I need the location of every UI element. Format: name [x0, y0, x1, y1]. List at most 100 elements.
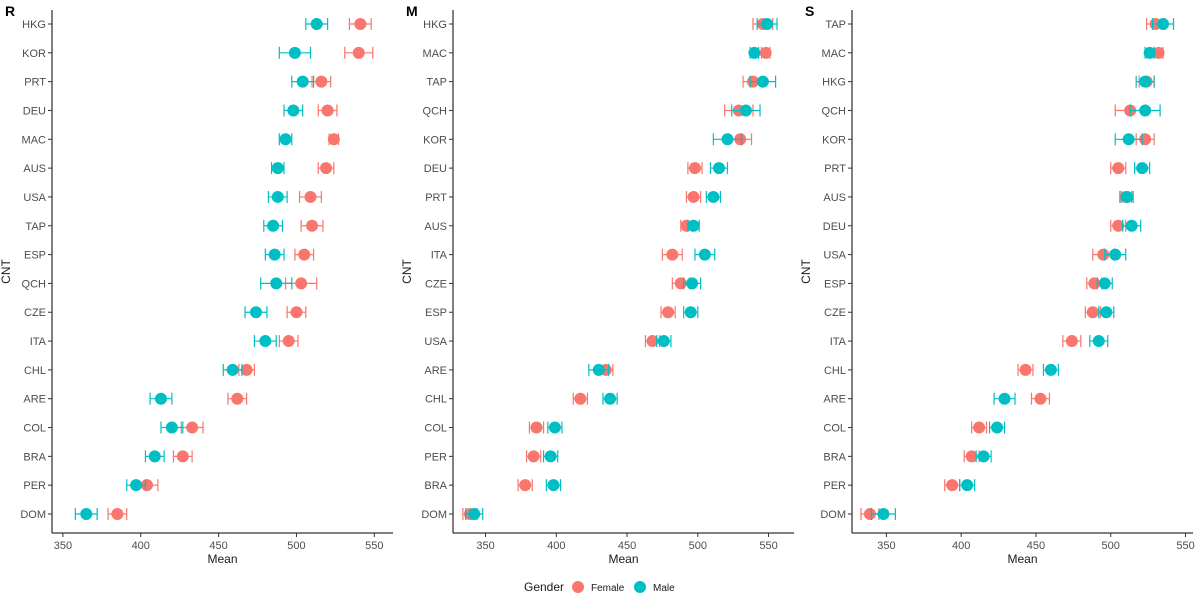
panel-r-male-point-are	[154, 392, 167, 405]
panel-s-x-tick-label: 550	[1176, 540, 1194, 552]
panel-s-male-point-aus	[1121, 190, 1134, 203]
panel-m-y-tick-label: DEU	[424, 163, 447, 175]
panel-r-female-point-cze	[290, 306, 303, 319]
panel-m-y-tick-label: ESP	[425, 307, 447, 319]
panel-s-male-point-col	[991, 421, 1004, 434]
panel-s-female-point-prt	[1112, 162, 1125, 175]
panel-r-x-tick-label: 550	[365, 540, 383, 552]
panel-r-female-point-per	[140, 479, 153, 492]
panel-s-male-point-ita	[1092, 335, 1105, 348]
panel-m-male-point-are	[592, 363, 605, 376]
panel-s-x-tick-label: 450	[1027, 540, 1045, 552]
panel-m-y-tick-label: AUS	[424, 221, 447, 233]
panel-s-female-point-chl	[1019, 363, 1032, 376]
panel-r-female-point-chl	[240, 363, 253, 376]
panel-s-male-point-prt	[1136, 162, 1149, 175]
panel-r-y-tick-label: QCH	[22, 278, 47, 290]
panel-s-female-point-col	[973, 421, 986, 434]
panel-s-female-point-deu	[1112, 219, 1125, 232]
panel-m-male-point-mac	[748, 46, 761, 59]
panel-m-x-tick-label: 550	[759, 540, 777, 552]
panel-m-y-tick-label: QCH	[423, 105, 448, 117]
legend-title: Gender	[524, 580, 564, 594]
panel-s-male-point-chl	[1044, 363, 1057, 376]
panel-s-x-axis-title: Mean	[1007, 552, 1037, 566]
panel-s-y-tick-label: ITA	[830, 336, 847, 348]
panel-m-x-tick-label: 350	[476, 540, 494, 552]
panel-s-female-point-mac	[1152, 46, 1165, 59]
panel-r-male-point-kor	[288, 46, 301, 59]
panel-r-female-point-esp	[298, 248, 311, 261]
panel-m-male-point-aus	[687, 219, 700, 232]
panel-m-male-point-qch	[739, 104, 752, 117]
panel-s-y-tick-label: HKG	[822, 77, 846, 89]
panel-s-female-point-are	[1034, 392, 1047, 405]
panel-r-group: R 350 400 450 500 550 HKG KOR PRT DEU MAC AUS USA TAP…	[0, 3, 393, 566]
panel-m-y-tick-label: PER	[424, 451, 447, 463]
panel-s-male-point-are	[998, 392, 1011, 405]
legend: Gender Female Male	[524, 580, 675, 594]
panel-r-y-tick-label: CZE	[24, 307, 46, 319]
panel-s-female-point-per	[946, 479, 959, 492]
panel-r-female-point-qch	[295, 277, 308, 290]
panel-r-x-axis-title: Mean	[207, 552, 237, 566]
panel-r-female-point-bra	[176, 450, 189, 463]
panel-s-y-tick-label: MAC	[822, 48, 847, 60]
legend-swatch-male	[634, 581, 646, 593]
panel-s-y-axis-title: CNT	[799, 259, 813, 284]
panel-m-male-point-per	[544, 450, 557, 463]
legend-swatch-female	[572, 581, 584, 593]
panel-r-y-tick-label: COL	[23, 423, 46, 435]
panel-s-y-tick-label: KOR	[822, 134, 846, 146]
panel-m-male-point-bra	[547, 479, 560, 492]
panel-m-y-tick-label: USA	[424, 336, 447, 348]
panel-s-y-tick-label: PER	[823, 480, 846, 492]
panel-s-male-point-bra	[977, 450, 990, 463]
panel-m-male-point-deu	[713, 162, 726, 175]
panel-r-female-point-mac	[327, 133, 340, 146]
panel-m-tag: M	[406, 3, 418, 19]
panel-m-y-tick-label: HKG	[423, 19, 447, 31]
panel-m-female-point-mac	[759, 46, 772, 59]
panel-m-x-tick-label: 450	[618, 540, 636, 552]
panel-m-female-point-esp	[662, 306, 675, 319]
panel-m-x-tick-label: 500	[689, 540, 707, 552]
panel-m-y-tick-label: BRA	[424, 480, 447, 492]
legend-label-male: Male	[653, 583, 675, 594]
panel-s-male-point-tap	[1157, 18, 1170, 30]
panel-r-y-tick-label: PER	[23, 480, 46, 492]
panel-r-y-tick-label: MAC	[22, 134, 47, 146]
panel-m-y-tick-label: DOM	[421, 509, 447, 521]
panel-r-male-point-aus	[271, 162, 284, 175]
panel-s-female-point-usa	[1097, 248, 1110, 261]
panel-s-y-tick-label: TAP	[825, 19, 846, 31]
panel-m-female-point-bra	[519, 479, 532, 492]
panel-s-male-point-mac	[1143, 46, 1156, 59]
panel-s-y-tick-label: PRT	[824, 163, 846, 175]
legend-label-female: Female	[591, 583, 625, 594]
panel-m-y-tick-label: CHL	[425, 394, 447, 406]
panel-r-y-axis-title: CNT	[0, 259, 13, 284]
panel-m-male-point-usa	[657, 335, 670, 348]
panel-r-male-point-usa	[271, 190, 284, 203]
panel-s-male-point-per	[961, 479, 974, 492]
panel-m-female-point-col	[530, 421, 543, 434]
panel-m-female-point-prt	[687, 190, 700, 203]
panel-s-male-point-hkg	[1139, 75, 1152, 88]
panel-s-male-point-esp	[1098, 277, 1111, 290]
panel-r-y-tick-label: DOM	[20, 509, 46, 521]
panel-r-y-tick-label: HKG	[22, 19, 46, 31]
panel-r-y-tick-label: BRA	[23, 451, 46, 463]
panel-r-y-tick-label: AUS	[23, 163, 46, 175]
panel-m-female-point-deu	[688, 162, 701, 175]
panel-m-y-tick-label: CZE	[425, 278, 447, 290]
panel-s-y-tick-label: BRA	[823, 451, 846, 463]
panel-m-male-point-ita	[698, 248, 711, 261]
panel-s-male-point-deu	[1125, 219, 1138, 232]
panel-s-female-point-dom	[863, 508, 876, 520]
panel-s-y-tick-label: QCH	[822, 105, 847, 117]
panel-r-male-point-hkg	[310, 18, 323, 30]
panel-m-male-point-dom	[468, 508, 481, 520]
panel-s-y-tick-label: ARE	[823, 394, 846, 406]
